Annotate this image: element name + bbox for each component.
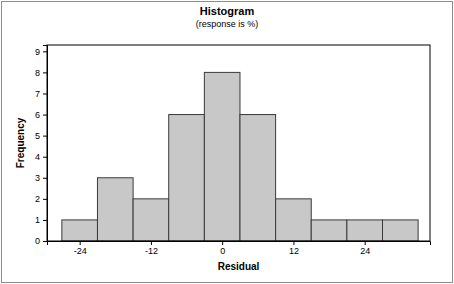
bar [62, 220, 98, 241]
bar [169, 115, 205, 241]
chart: Histogram(response is %)-24-120122401234… [0, 0, 454, 284]
tick-label: -24 [74, 246, 87, 256]
tick-label: -12 [145, 246, 158, 256]
bar [133, 199, 169, 241]
axis-line [43, 46, 48, 242]
tick-mark [43, 157, 47, 158]
tick-label: 3 [35, 173, 40, 183]
tick: 5 [35, 131, 47, 141]
axis-line [48, 242, 431, 246]
tick: 6 [35, 110, 47, 120]
tick-label: 5 [35, 131, 40, 141]
tick-label: 6 [35, 110, 40, 120]
tick-mark [293, 241, 294, 245]
tick: 0 [220, 241, 225, 256]
tick: 3 [35, 173, 47, 183]
subtitle: (response is %) [196, 19, 259, 29]
tick-mark [365, 241, 366, 245]
chart-border [2, 2, 453, 283]
tick: 12 [289, 241, 299, 256]
bars [62, 72, 418, 241]
y-axis: 0 1 2 3 4 5 6 7 8 9 [35, 46, 48, 247]
tick-mark [222, 241, 223, 245]
x-axis-title: Residual [218, 261, 260, 272]
bar [347, 220, 383, 241]
tick-label: 4 [35, 152, 40, 162]
tick: -24 [74, 241, 87, 256]
tick: 7 [35, 89, 47, 99]
tick-mark [43, 72, 47, 73]
tick-mark [43, 51, 47, 52]
tick: 9 [35, 47, 47, 57]
tick: 4 [35, 152, 47, 162]
bar [276, 199, 312, 241]
plot-frame [47, 45, 430, 241]
tick: 2 [35, 194, 47, 204]
tick-label: 12 [289, 246, 299, 256]
title: Histogram [200, 5, 255, 17]
tick-mark [43, 136, 47, 137]
bar [240, 115, 276, 241]
tick-mark [43, 220, 47, 221]
tick: 1 [35, 215, 47, 225]
tick-label: 8 [35, 68, 40, 78]
tick-mark [151, 241, 152, 245]
bar [204, 72, 240, 241]
tick: 8 [35, 68, 47, 78]
x-axis: -24 -12 0 12 24 [48, 241, 431, 256]
tick-mark [43, 115, 47, 116]
tick-mark [80, 241, 81, 245]
bar [311, 220, 347, 241]
tick-label: 9 [35, 47, 40, 57]
tick-label: 7 [35, 89, 40, 99]
tick-label: 0 [220, 246, 225, 256]
y-axis-title: Frequency [15, 117, 26, 168]
tick-label: 24 [360, 246, 370, 256]
tick-mark [43, 199, 47, 200]
tick: -12 [145, 241, 158, 256]
tick-mark [43, 241, 47, 242]
bar [382, 220, 418, 241]
plot: -24-12012240123456789 [35, 45, 431, 256]
tick: 0 [35, 236, 47, 246]
tick-label: 1 [35, 215, 40, 225]
tick-label: 2 [35, 194, 40, 204]
tick-mark [43, 178, 47, 179]
tick-label: 0 [35, 236, 40, 246]
tick: 24 [360, 241, 370, 256]
tick-mark [43, 93, 47, 94]
bar [97, 178, 133, 241]
